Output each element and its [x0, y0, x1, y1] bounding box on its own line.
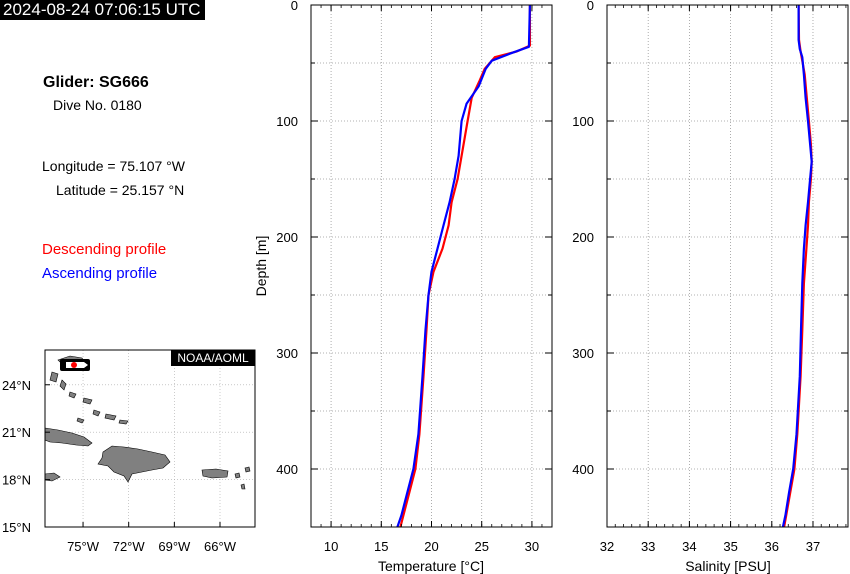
glider-marker	[60, 359, 90, 371]
map-lon-label: 75°W	[67, 539, 100, 554]
glider-position-dot	[71, 362, 77, 368]
x-tick-label: 36	[765, 539, 779, 554]
map-lat-label: 24°N	[2, 378, 31, 393]
map-lon-label: 72°W	[113, 539, 146, 554]
x-tick-label: 35	[723, 539, 737, 554]
map-lat-label: 18°N	[2, 473, 31, 488]
location-map: NOAA/AOML 75°W 72°W 69°W 66°W 24°N 21°N 18°N 15…	[2, 349, 256, 554]
map-ticks: 75°W 72°W 69°W 66°W 24°N 21°N 18°N 15°N	[2, 378, 237, 554]
x-tick-label: 32	[600, 539, 614, 554]
x-tick-label: 34	[682, 539, 696, 554]
y-tick-label: 400	[276, 462, 298, 477]
descending-profile-line	[399, 5, 531, 528]
temperature-series	[396, 4, 531, 528]
map-lat-label: 21°N	[2, 425, 31, 440]
salinity-grid	[606, 4, 848, 528]
map-land	[44, 355, 251, 490]
x-tick-label: 33	[641, 539, 655, 554]
temperature-grid	[311, 4, 552, 528]
map-frame	[44, 349, 256, 528]
legend-ascending: Ascending profile	[42, 265, 158, 282]
latitude-readout: Latitude = 25.157 °N	[56, 182, 185, 198]
x-tick-label: 15	[374, 539, 388, 554]
x-tick-label: 25	[474, 539, 488, 554]
map-lon-label: 69°W	[158, 539, 191, 554]
salinity-ticks: 32 33 34 35 36 37 0 100 200 300 400	[572, 0, 848, 554]
descending-profile-line	[783, 4, 813, 528]
y-tick-label: 200	[276, 230, 298, 245]
dive-number: Dive No. 0180	[53, 97, 142, 113]
map-lat-label: 15°N	[2, 520, 31, 535]
y-tick-label: 0	[291, 0, 298, 13]
map-credit: NOAA/AOML	[177, 351, 249, 365]
x-tick-label: 37	[806, 539, 820, 554]
y-tick-label: 300	[572, 346, 594, 361]
map-lon-label: 66°W	[204, 539, 237, 554]
y-tick-label: 100	[276, 114, 298, 129]
y-tick-label: 100	[572, 114, 594, 129]
x-tick-label: 10	[324, 539, 338, 554]
longitude-readout: Longitude = 75.107 °W	[42, 158, 185, 174]
ascending-profile-line	[396, 4, 531, 528]
salinity-panel: 32 33 34 35 36 37 0 100 200 300 400 Salinity [PSU]	[572, 0, 849, 574]
glider-name: Glider: SG666	[43, 74, 149, 91]
timestamp-label: 2024-08-24 07:06:15 UTC	[0, 0, 205, 20]
temperature-xlabel: Temperature [°C]	[378, 558, 484, 574]
y-tick-label: 200	[572, 230, 594, 245]
x-tick-label: 20	[424, 539, 438, 554]
salinity-xlabel: Salinity [PSU]	[685, 558, 771, 574]
depth-ylabel: Depth [m]	[253, 236, 269, 297]
x-tick-label: 30	[525, 539, 539, 554]
legend-descending: Descending profile	[42, 241, 167, 258]
ascending-profile-line	[781, 5, 813, 528]
salinity-frame	[606, 4, 849, 528]
salinity-series	[781, 4, 813, 528]
y-tick-label: 400	[572, 462, 594, 477]
y-tick-label: 0	[587, 0, 594, 13]
y-tick-label: 300	[276, 346, 298, 361]
